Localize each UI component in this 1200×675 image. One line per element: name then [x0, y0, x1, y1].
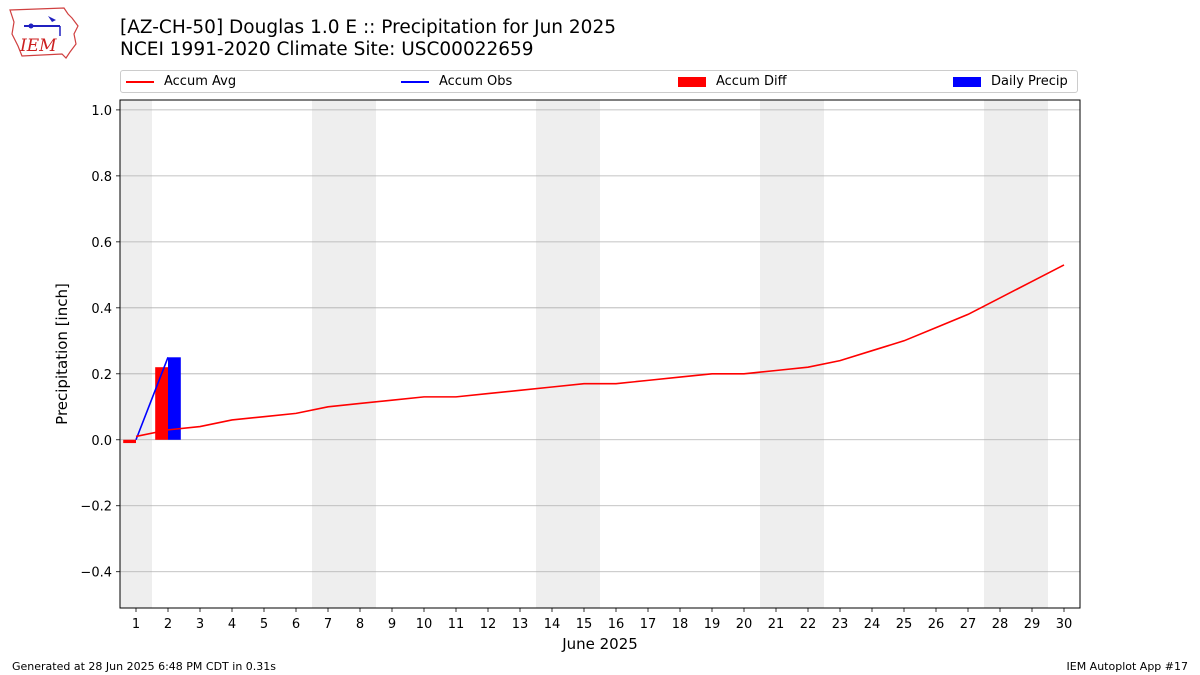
iowa-outline-shape [9, 7, 79, 59]
x-tick-label: 25 [896, 617, 913, 632]
y-tick-label: 0.6 [91, 236, 112, 251]
x-tick-label: 22 [800, 617, 817, 632]
chart-legend: Accum Avg Accum Obs Accum Diff Daily Pre… [120, 70, 1078, 93]
legend-line-swatch [126, 80, 154, 83]
x-tick-label: 23 [832, 617, 849, 632]
x-tick-label: 24 [864, 617, 881, 632]
x-tick-label: 11 [448, 617, 465, 632]
x-tick-label: 16 [608, 617, 625, 632]
x-tick-label: 17 [640, 617, 657, 632]
y-tick-label: 1.0 [91, 104, 112, 119]
x-tick-label: 2 [164, 617, 172, 632]
x-tick-label: 14 [544, 617, 561, 632]
app-label: IEM Autoplot App #17 [1066, 660, 1189, 673]
series-lines [135, 264, 1065, 441]
x-tick-label: 20 [736, 617, 753, 632]
gridlines [120, 109, 1080, 573]
y-tick-label: 0.0 [91, 434, 112, 449]
x-tick-label: 15 [576, 617, 593, 632]
x-tick-label: 21 [768, 617, 785, 632]
x-tick-label: 12 [480, 617, 497, 632]
axis-ticks: 1 2 3 4 5 6 7 8 9 10 11 12 13 14 15 16 17 18 19 20 21 22 23 24 2… [80, 104, 1072, 632]
x-tick-label: 9 [388, 617, 396, 632]
y-axis-label: Precipitation [inch] [53, 283, 71, 425]
weekend-band [760, 100, 824, 608]
legend-label: Accum Avg [164, 74, 237, 89]
generated-timestamp: Generated at 28 Jun 2025 6:48 PM CDT in … [12, 660, 277, 673]
y-tick-label: 0.8 [91, 170, 112, 185]
x-tick-label: 27 [960, 617, 977, 632]
x-tick-label: 18 [672, 617, 689, 632]
legend-item-accum-diff: Accum Diff [678, 71, 787, 92]
x-tick-label: 3 [196, 617, 204, 632]
y-tick-label: 0.2 [91, 368, 112, 383]
x-tick-label: 7 [324, 617, 332, 632]
weekend-band [120, 100, 152, 608]
weekend-band [984, 100, 1048, 608]
legend-item-daily-precip: Daily Precip [953, 71, 1068, 92]
x-tick-label: 6 [292, 617, 300, 632]
daily-precip-bar [168, 357, 181, 440]
x-tick-label: 8 [356, 617, 364, 632]
weekend-shading [120, 100, 1048, 608]
svg-text:IEM: IEM [19, 36, 57, 56]
iem-logo: IEM [9, 7, 79, 59]
y-tick-label: 0.4 [91, 302, 112, 317]
legend-item-accum-avg: Accum Avg [126, 71, 236, 92]
legend-label: Daily Precip [991, 74, 1068, 89]
x-tick-label: 1 [132, 617, 140, 632]
x-tick-label: 30 [1056, 617, 1073, 632]
plot-frame [119, 99, 1081, 609]
chart-subtitle: NCEI 1991-2020 Climate Site: USC00022659 [120, 39, 534, 60]
weekend-band [536, 100, 600, 608]
legend-label: Accum Obs [439, 74, 513, 89]
accum-obs-line [135, 357, 169, 441]
accum-diff-bar [155, 367, 168, 440]
legend-item-accum-obs: Accum Obs [401, 71, 512, 92]
accum-diff-bar [123, 439, 136, 444]
x-axis-label: June 2025 [561, 635, 638, 653]
x-tick-label: 5 [260, 617, 268, 632]
legend-patch-swatch [953, 76, 981, 87]
x-tick-label: 28 [992, 617, 1009, 632]
accum-avg-line [135, 264, 1065, 438]
x-tick-label: 19 [704, 617, 721, 632]
x-tick-label: 29 [1024, 617, 1041, 632]
chart-title: [AZ-CH-50] Douglas 1.0 E :: Precipitatio… [120, 17, 616, 38]
legend-label: Accum Diff [716, 74, 787, 89]
x-tick-label: 13 [512, 617, 529, 632]
bars [123, 357, 181, 444]
legend-line-swatch [401, 80, 429, 83]
y-tick-label: −0.2 [80, 500, 112, 515]
x-tick-label: 10 [416, 617, 433, 632]
weekend-band [312, 100, 376, 608]
precipitation-chart: 1 2 3 4 5 6 7 8 9 10 11 12 13 14 15 16 17 18 19 20 21 22 23 24 2… [53, 99, 1081, 653]
legend-patch-swatch [678, 76, 706, 87]
y-tick-label: −0.4 [80, 566, 112, 581]
x-tick-label: 4 [228, 617, 236, 632]
x-tick-label: 26 [928, 617, 945, 632]
